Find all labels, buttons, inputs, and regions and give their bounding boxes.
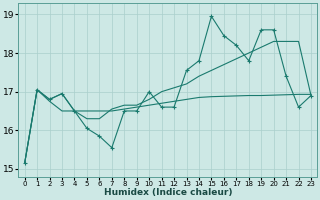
X-axis label: Humidex (Indice chaleur): Humidex (Indice chaleur) — [104, 188, 232, 197]
